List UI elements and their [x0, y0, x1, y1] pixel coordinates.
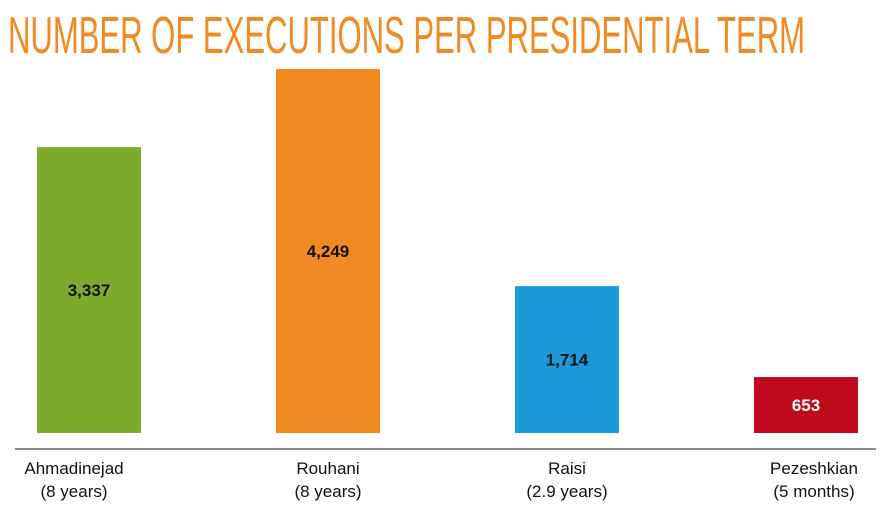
data-label: 653: [792, 396, 820, 415]
data-label: 3,337: [68, 281, 111, 300]
data-label: 1,714: [546, 351, 589, 370]
x-tick-label: (8 years): [294, 482, 361, 501]
x-tick-label: Ahmadinejad: [24, 459, 123, 478]
chart-title: NUMBER OF EXECUTIONS PER PRESIDENTIAL TE…: [8, 7, 805, 65]
x-tick-label: (5 months): [773, 482, 854, 501]
x-tick-label: Pezeshkian: [770, 459, 858, 478]
bar: [754, 377, 858, 433]
x-tick-label: (2.9 years): [526, 482, 607, 501]
bar: [276, 69, 380, 433]
x-tick-label: Rouhani: [296, 459, 359, 478]
bar: [515, 286, 619, 433]
x-tick-label: (8 years): [40, 482, 107, 501]
data-label: 4,249: [307, 242, 350, 261]
x-tick-label: Raisi: [548, 459, 586, 478]
bar: [37, 147, 141, 434]
